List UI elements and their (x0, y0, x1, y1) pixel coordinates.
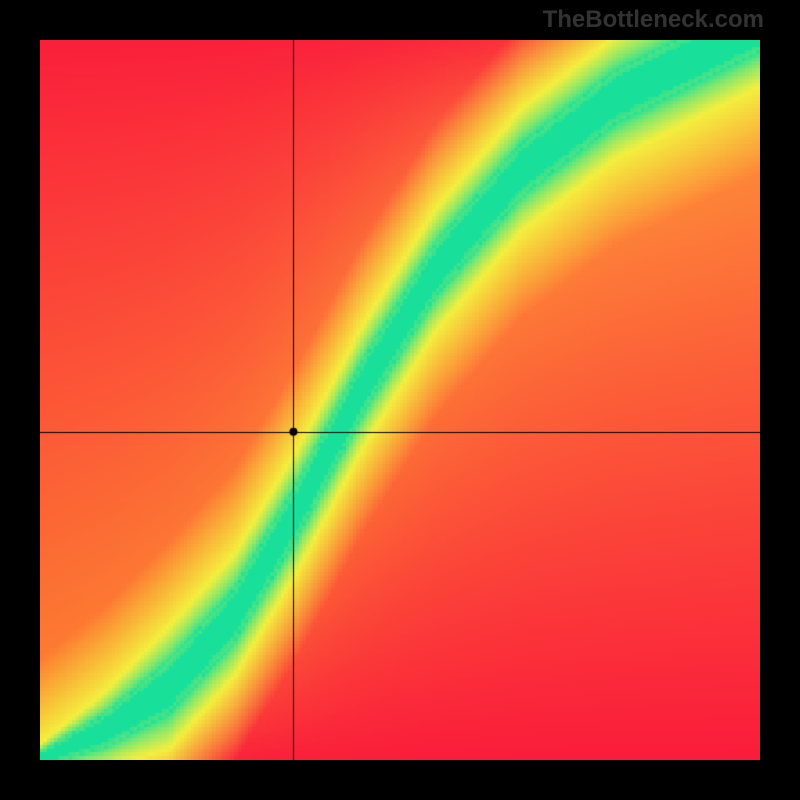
bottleneck-heatmap (40, 40, 760, 760)
watermark-text: TheBottleneck.com (543, 6, 764, 34)
chart-container: TheBottleneck.com (0, 0, 800, 800)
